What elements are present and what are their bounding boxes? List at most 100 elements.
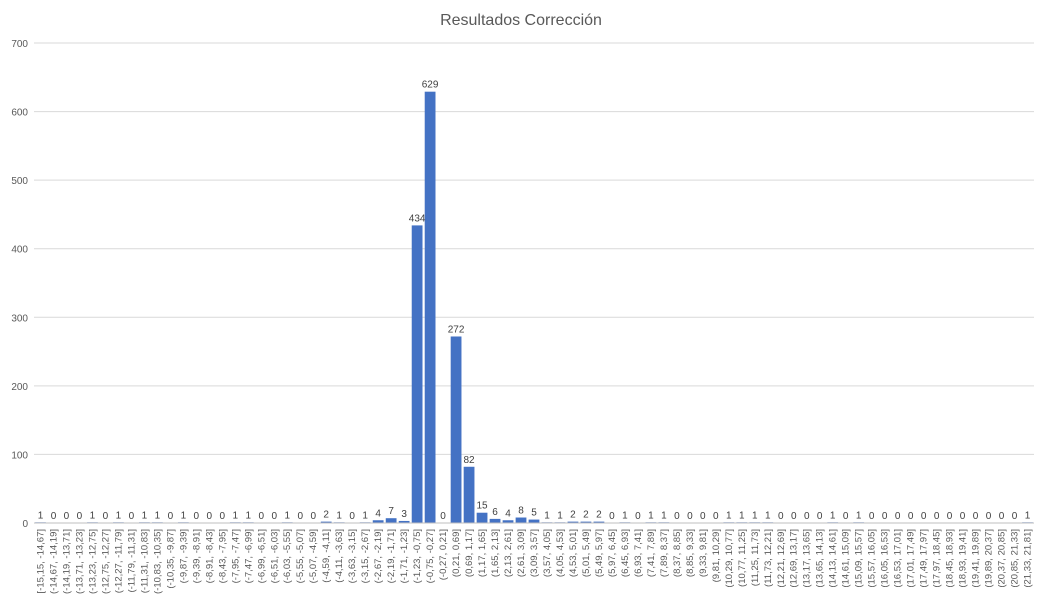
data-label: 0 xyxy=(713,511,719,522)
x-tick-label: (-14,67, -14,19] xyxy=(48,529,59,594)
data-label: 0 xyxy=(310,511,316,522)
data-label: 0 xyxy=(999,511,1005,522)
data-label: 272 xyxy=(448,324,465,335)
x-tick-label: (4,05, 4,53] xyxy=(555,529,566,577)
data-label: 4 xyxy=(375,508,381,519)
x-tick-label: (16,05, 16,53] xyxy=(880,529,891,588)
data-label: 0 xyxy=(843,511,849,522)
chart-title: Resultados Corrección xyxy=(440,12,602,29)
x-tick-label: (9,81, 10,29] xyxy=(711,529,722,582)
data-label: 2 xyxy=(583,510,589,521)
x-tick-label: (17,49, 17,97] xyxy=(919,529,930,588)
x-tick-label: (7,89, 8,37] xyxy=(659,529,670,577)
x-tick-label: (5,49, 5,97] xyxy=(594,529,605,577)
x-tick-label: (-8,43, -7,95] xyxy=(217,529,228,583)
x-tick-label: (0,21, 0,69] xyxy=(451,529,462,577)
bar xyxy=(411,225,423,523)
x-tick-label: (-12,75, -12,27] xyxy=(100,529,111,594)
x-tick-label: (15,09, 15,57] xyxy=(854,529,865,588)
data-label: 0 xyxy=(64,511,70,522)
x-tick-label: (-4,59, -4,11] xyxy=(321,529,332,583)
data-label: 1 xyxy=(336,510,342,521)
data-label: 0 xyxy=(882,511,888,522)
x-tick-label: (3,57, 4,05] xyxy=(542,529,553,577)
data-label: 0 xyxy=(895,511,901,522)
x-tick-label: (12,21, 12,69] xyxy=(776,529,787,588)
x-tick-label: (15,57, 16,05] xyxy=(867,529,878,588)
bar xyxy=(463,466,475,523)
x-tick-label: (21,33, 21,81] xyxy=(1023,529,1034,588)
data-labels: 1 0 0 0 1 0 1 0 1 1 0 1 0 0 0 1 1 0 0 1 0 0 2 1 0 1 4 7 343462902728… xyxy=(38,80,1031,522)
bar xyxy=(528,519,540,523)
data-label: 0 xyxy=(103,511,109,522)
data-label: 1 xyxy=(181,510,187,521)
data-label: 0 xyxy=(908,511,914,522)
data-label: 0 xyxy=(220,511,226,522)
x-tick-label: (8,37, 8,85] xyxy=(672,529,683,577)
data-label: 7 xyxy=(388,506,394,517)
x-tick-label: (-6,51, -6,03] xyxy=(269,529,280,583)
x-tick-label: (19,41, 19,89] xyxy=(971,529,982,588)
data-label: 1 xyxy=(1025,510,1031,521)
x-tick-label: (-0,27, 0,21] xyxy=(438,529,449,580)
x-tick-label: (-13,71, -13,23] xyxy=(74,529,85,594)
data-label: 1 xyxy=(661,510,667,521)
data-label: 1 xyxy=(38,510,44,521)
bar xyxy=(385,518,397,523)
data-label: 0 xyxy=(778,511,784,522)
data-label: 0 xyxy=(674,511,680,522)
x-tick-label: [-15,15, -14,67] xyxy=(35,529,46,593)
x-tick-label: (-0,75, -0,27] xyxy=(425,529,436,583)
x-tick-label: (9,33, 9,81] xyxy=(698,529,709,577)
data-label: 2 xyxy=(323,510,329,521)
data-label: 1 xyxy=(557,510,563,521)
data-label: 1 xyxy=(142,510,148,521)
data-label: 0 xyxy=(947,511,953,522)
data-label: 0 xyxy=(960,511,966,522)
x-tick-label: (-1,71, -1,23] xyxy=(399,529,410,583)
data-label: 1 xyxy=(765,510,771,521)
data-label: 1 xyxy=(856,510,862,521)
y-tick-label: 600 xyxy=(11,108,28,119)
data-label: 0 xyxy=(791,511,797,522)
x-tick-label: (17,97, 18,45] xyxy=(932,529,943,588)
x-tick-label: (-8,91, -8,43] xyxy=(204,529,215,583)
x-tick-label: (5,01, 5,49] xyxy=(581,529,592,577)
x-tick-label: (-9,87, -9,39] xyxy=(178,529,189,583)
y-tick-label: 500 xyxy=(11,176,28,187)
x-tick-label: (7,41, 7,89] xyxy=(646,529,657,577)
data-label: 15 xyxy=(476,501,488,512)
data-label: 0 xyxy=(687,511,693,522)
x-tick-label: (14,13, 14,61] xyxy=(828,529,839,588)
data-label: 1 xyxy=(246,510,252,521)
data-label: 0 xyxy=(271,511,277,522)
y-tick-label: 700 xyxy=(11,39,28,50)
data-label: 0 xyxy=(700,511,706,522)
x-tick-label: (-3,15, -2,67] xyxy=(360,529,371,583)
bar xyxy=(580,521,592,523)
x-tick-label: (18,93, 19,41] xyxy=(958,529,969,588)
data-label: 1 xyxy=(362,510,368,521)
x-tick-label: (18,45, 18,93] xyxy=(945,529,956,588)
data-label: 3 xyxy=(401,509,407,520)
data-label: 1 xyxy=(155,510,161,521)
data-label: 0 xyxy=(635,511,641,522)
bar xyxy=(450,336,462,523)
data-label: 0 xyxy=(817,511,823,522)
x-tick-label: (6,45, 6,93] xyxy=(620,529,631,577)
x-axis: [-15,15, -14,67] (-14,67, -14,19] (-14,19,… xyxy=(34,522,1034,594)
x-tick-label: (6,93, 7,41] xyxy=(633,529,644,577)
x-tick-label: (10,77, 11,25] xyxy=(737,529,748,587)
x-tick-label: (1,65, 2,13] xyxy=(490,529,501,577)
bar xyxy=(424,91,436,523)
data-label: 82 xyxy=(464,455,476,466)
data-label: 434 xyxy=(409,213,426,224)
x-tick-label: (16,53, 17,01] xyxy=(893,529,904,588)
y-tick-label: 0 xyxy=(22,519,28,530)
x-tick-label: (-5,55, -5,07] xyxy=(295,529,306,583)
x-tick-label: (-5,07, -4,59] xyxy=(308,529,319,583)
data-label: 1 xyxy=(830,510,836,521)
x-tick-label: (20,37, 20,85] xyxy=(997,529,1008,588)
